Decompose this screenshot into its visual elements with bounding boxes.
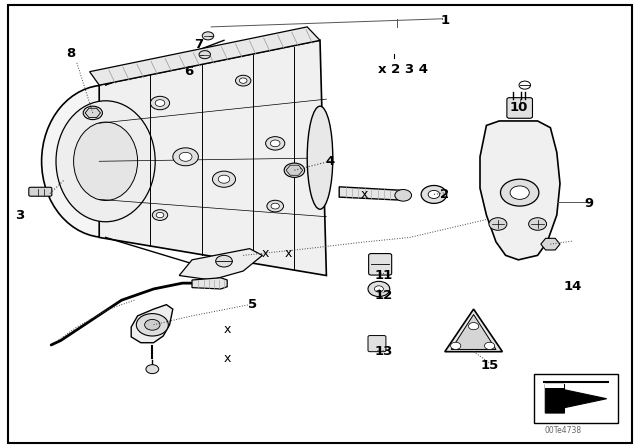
Polygon shape [445, 309, 502, 352]
Text: x: x [262, 246, 269, 260]
Circle shape [519, 81, 531, 89]
Circle shape [468, 323, 479, 330]
Circle shape [368, 281, 390, 297]
Circle shape [199, 51, 211, 59]
Circle shape [150, 96, 170, 110]
Circle shape [374, 286, 383, 292]
Circle shape [395, 190, 412, 201]
Text: 10: 10 [509, 101, 527, 114]
Text: x: x [361, 188, 369, 202]
Polygon shape [85, 108, 100, 117]
FancyBboxPatch shape [29, 187, 52, 196]
Ellipse shape [74, 122, 138, 201]
FancyBboxPatch shape [507, 98, 532, 118]
Polygon shape [99, 40, 326, 276]
Text: x: x [223, 323, 231, 336]
Polygon shape [179, 249, 262, 280]
Circle shape [173, 148, 198, 166]
Circle shape [500, 179, 539, 206]
Circle shape [146, 365, 159, 374]
Text: 9: 9 [584, 197, 593, 211]
Circle shape [156, 212, 164, 218]
Polygon shape [339, 187, 403, 200]
Ellipse shape [56, 101, 156, 222]
Circle shape [83, 106, 102, 120]
Polygon shape [545, 384, 564, 388]
Circle shape [270, 140, 280, 147]
Polygon shape [286, 165, 303, 175]
Text: 4: 4 [325, 155, 334, 168]
Circle shape [239, 78, 247, 83]
Circle shape [267, 200, 284, 212]
Bar [534, 374, 618, 423]
Text: 5: 5 [248, 298, 257, 311]
Circle shape [421, 185, 447, 203]
Polygon shape [131, 305, 173, 343]
Text: 8: 8 [66, 47, 75, 60]
Circle shape [284, 163, 305, 177]
Polygon shape [541, 238, 560, 250]
Ellipse shape [307, 106, 333, 209]
Text: 13: 13 [375, 345, 393, 358]
Circle shape [145, 319, 160, 330]
Circle shape [271, 203, 280, 209]
Circle shape [266, 137, 285, 150]
Text: 15: 15 [481, 358, 499, 372]
Polygon shape [90, 27, 320, 85]
Circle shape [202, 32, 214, 40]
Circle shape [236, 75, 251, 86]
Text: 11: 11 [375, 269, 393, 282]
Polygon shape [480, 121, 560, 260]
Polygon shape [192, 278, 227, 289]
Text: 6: 6 [184, 65, 193, 78]
Polygon shape [545, 384, 607, 413]
FancyBboxPatch shape [369, 254, 392, 275]
Circle shape [212, 171, 236, 187]
Circle shape [428, 190, 440, 198]
Ellipse shape [42, 85, 170, 237]
Circle shape [529, 218, 547, 230]
Text: 00Te4738: 00Te4738 [545, 426, 582, 435]
Circle shape [216, 255, 232, 267]
Circle shape [155, 99, 165, 107]
Circle shape [179, 152, 192, 161]
Text: 12: 12 [375, 289, 393, 302]
Circle shape [218, 175, 230, 183]
Text: 1: 1 [440, 13, 449, 27]
FancyBboxPatch shape [368, 336, 386, 352]
Text: x: x [223, 352, 231, 365]
Circle shape [136, 314, 168, 336]
Text: 2: 2 [440, 188, 449, 202]
Circle shape [451, 342, 461, 349]
Circle shape [510, 186, 529, 199]
Circle shape [484, 342, 495, 349]
Text: x: x [284, 246, 292, 260]
Polygon shape [451, 314, 496, 349]
Text: 3: 3 [15, 208, 24, 222]
Circle shape [489, 218, 507, 230]
Circle shape [152, 210, 168, 220]
Text: 7: 7 [194, 38, 203, 52]
Text: x 2 3 4: x 2 3 4 [378, 63, 428, 76]
Text: 14: 14 [564, 280, 582, 293]
